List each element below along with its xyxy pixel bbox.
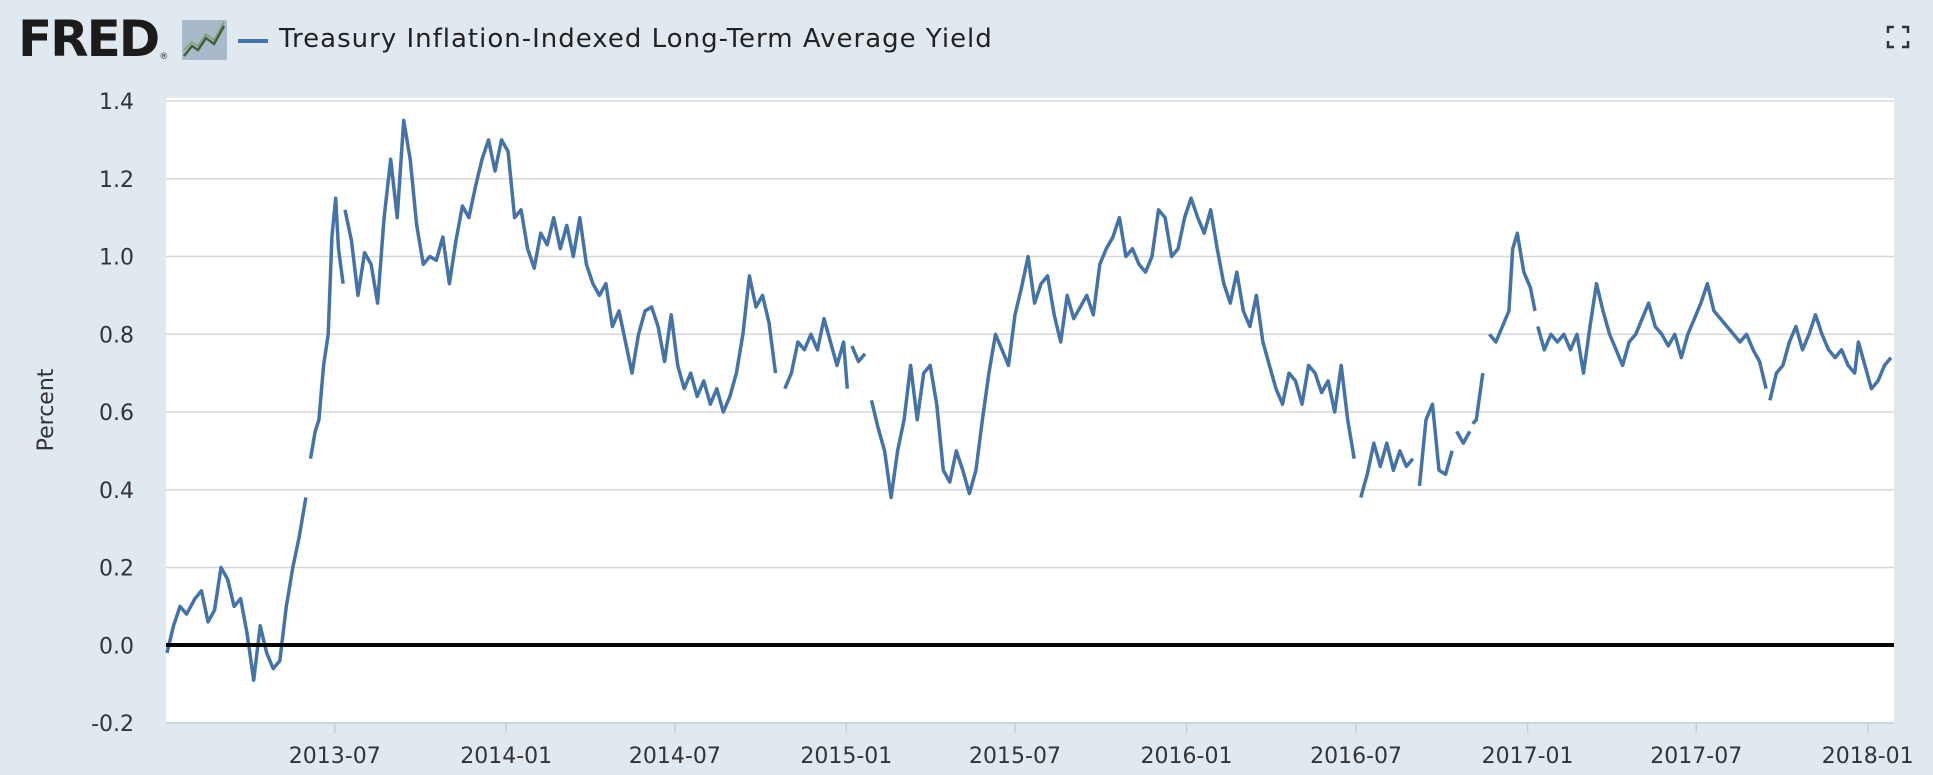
chart-title: Treasury Inflation-Indexed Long-Term Ave… [279,24,993,54]
series-line-segment [1417,402,1454,487]
chart-header: FRED ® Treasury Inflation-Indexed Long-T… [0,0,1933,80]
fred-logo[interactable]: FRED ® [18,14,168,64]
x-tick-label: 2018-01 [1822,744,1914,769]
series-line-segment [869,196,1356,500]
fred-graph-icon [182,20,227,60]
y-tick-label: 1.0 [99,246,134,271]
y-tick-label: 0.6 [99,401,134,426]
x-tick-label: 2014-07 [629,744,721,769]
series-line-segment [1471,372,1485,425]
y-tick-label: 1.2 [99,168,134,193]
x-tick-label: 2016-07 [1310,744,1402,769]
y-tick-label: 0.4 [99,479,134,504]
x-tick-label: 2015-07 [969,744,1061,769]
y-tick-label: 0.8 [99,323,134,348]
y-tick-label: 1.4 [99,90,134,115]
series-line-segment [1768,313,1893,401]
series-line-segment [783,316,850,390]
series-line [165,118,1893,682]
x-tick-label: 2014-01 [460,744,552,769]
series-line-segment [1359,441,1415,498]
y-tick-label: -0.2 [91,712,134,737]
x-tick-label: 2015-01 [800,744,892,769]
series-line-segment [343,118,778,414]
x-tick-label: 2016-01 [1141,744,1233,769]
registered-mark: ® [159,52,169,62]
legend-series-swatch [238,39,268,43]
series-line-segment [165,497,308,682]
series-line-segment [308,196,345,459]
series-line-segment [1455,430,1472,445]
fred-logo-text: FRED [18,10,160,68]
y-tick-label: 0.0 [99,634,134,659]
y-axis-ticks: -0.2 0.0 0.2 0.4 0.6 0.8 1.0 1.2 1.4 [91,90,134,737]
x-axis-ticks: 2013-07 2014-01 2014-07 2015-01 2015-07 2016-… [289,723,1914,769]
x-tick-label: 2017-07 [1650,744,1742,769]
x-tick-label: 2017-01 [1482,744,1574,769]
series-line-segment [1488,231,1537,344]
y-tick-label: 0.2 [99,557,134,582]
fullscreen-expand-icon[interactable] [1886,25,1910,49]
y-axis-title: Percent [34,368,59,451]
x-tick-label: 2013-07 [289,744,381,769]
plot-background [166,98,1894,723]
series-line-segment [850,345,867,364]
series-line-segment [1536,281,1768,390]
